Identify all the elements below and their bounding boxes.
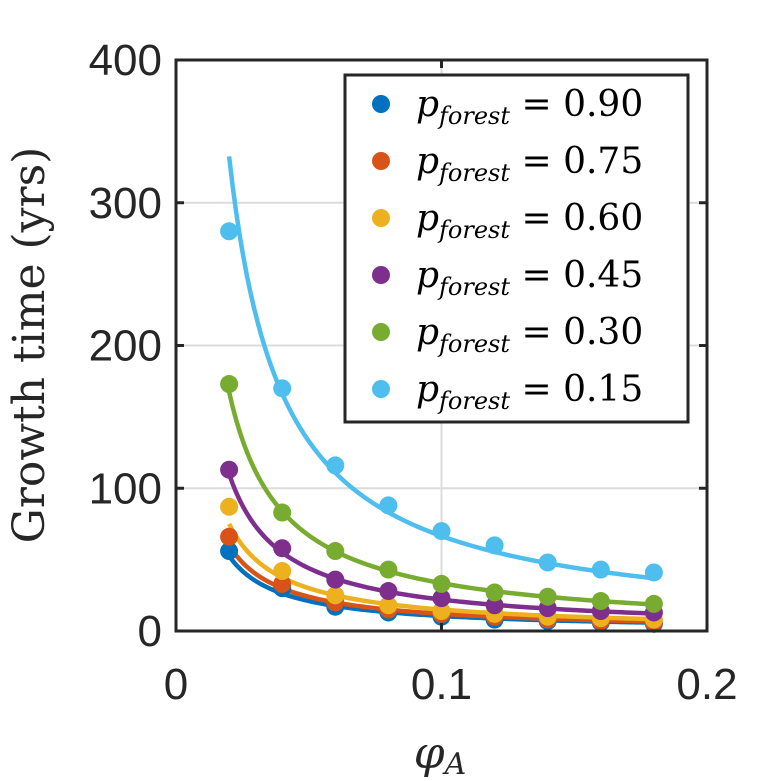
legend-entry: pforest = 0.30 bbox=[416, 312, 643, 358]
legend-entry: pforest = 0.90 bbox=[416, 84, 643, 130]
data-point bbox=[220, 542, 239, 561]
legend-marker bbox=[372, 95, 390, 113]
legend-entry-value: = 0.75 bbox=[510, 141, 643, 182]
y-tick-label: 300 bbox=[89, 179, 162, 228]
data-point bbox=[220, 222, 239, 241]
data-point bbox=[273, 503, 292, 522]
data-point bbox=[379, 582, 398, 601]
axis-ticks bbox=[174, 58, 709, 633]
legend-marker bbox=[372, 209, 390, 227]
x-tick-labels: 0 0.1 0.2 bbox=[164, 660, 738, 709]
legend-marker bbox=[372, 380, 390, 398]
legend-entry-sub: forest bbox=[437, 159, 510, 187]
x-tick-label: 0.2 bbox=[676, 660, 737, 709]
data-points bbox=[220, 222, 663, 633]
data-point bbox=[379, 560, 398, 579]
data-point bbox=[432, 522, 451, 541]
legend-entry-base: p bbox=[416, 198, 439, 239]
data-point bbox=[432, 602, 451, 621]
y-tick-label: 200 bbox=[89, 322, 162, 371]
data-point bbox=[326, 586, 345, 605]
legend-entry-value: = 0.15 bbox=[510, 369, 643, 410]
data-point bbox=[220, 497, 239, 516]
data-point bbox=[379, 596, 398, 615]
data-point bbox=[485, 596, 504, 615]
legend-entry-value: = 0.30 bbox=[510, 312, 643, 353]
legend-entry-sub: forest bbox=[437, 102, 510, 130]
legend-entry-base: p bbox=[416, 141, 439, 182]
legend-entry-value: = 0.45 bbox=[510, 255, 643, 296]
y-tick-labels: 0 100 200 300 400 bbox=[89, 36, 162, 656]
data-point bbox=[220, 375, 239, 394]
y-tick-label: 0 bbox=[138, 607, 162, 656]
legend-entry-base: p bbox=[416, 312, 439, 353]
legend-entry-sub: forest bbox=[437, 273, 510, 301]
legend-entry-value: = 0.90 bbox=[510, 84, 643, 125]
data-point bbox=[326, 542, 345, 561]
legend-entry-value: = 0.60 bbox=[510, 198, 643, 239]
legend-entry-sub: forest bbox=[437, 387, 510, 415]
legend-entry-sub: forest bbox=[437, 330, 510, 358]
data-point bbox=[432, 574, 451, 593]
x-tick-label: 0.1 bbox=[411, 660, 472, 709]
data-point bbox=[220, 460, 239, 479]
x-tick-label: 0 bbox=[164, 660, 188, 709]
legend-entry: pforest = 0.45 bbox=[416, 255, 643, 301]
legend-entry: pforest = 0.60 bbox=[416, 198, 643, 244]
data-point bbox=[538, 587, 557, 606]
data-point bbox=[485, 536, 504, 555]
data-point bbox=[326, 570, 345, 589]
legend-entry: pforest = 0.15 bbox=[416, 369, 643, 415]
legend-entry-sub: forest bbox=[437, 216, 510, 244]
x-axis-label-sub: A bbox=[442, 747, 467, 781]
data-point bbox=[644, 594, 663, 613]
legend-entry: pforest = 0.75 bbox=[416, 141, 643, 187]
data-point bbox=[326, 456, 345, 475]
legend-entry-base: p bbox=[416, 84, 439, 125]
legend-entry-base: p bbox=[416, 255, 439, 296]
data-point bbox=[273, 539, 292, 558]
data-point bbox=[273, 379, 292, 398]
legend-marker bbox=[372, 152, 390, 170]
y-tick-label: 100 bbox=[89, 464, 162, 513]
data-point bbox=[379, 496, 398, 515]
data-point bbox=[273, 574, 292, 593]
data-point bbox=[591, 560, 610, 579]
data-point bbox=[220, 527, 239, 546]
x-axis-label-main: φ bbox=[414, 728, 445, 779]
legend-box bbox=[343, 73, 690, 424]
data-point bbox=[273, 562, 292, 581]
y-tick-label: 400 bbox=[89, 36, 162, 85]
legend-marker bbox=[372, 266, 390, 284]
y-axis-label: Growth time (yrs) bbox=[4, 147, 55, 544]
data-point bbox=[644, 563, 663, 582]
legend-entry-base: p bbox=[416, 369, 439, 410]
x-axis-label: φA bbox=[414, 728, 466, 781]
data-point bbox=[591, 592, 610, 611]
data-point bbox=[432, 589, 451, 608]
data-point bbox=[485, 583, 504, 602]
legend-marker bbox=[372, 323, 390, 341]
data-point bbox=[538, 553, 557, 572]
